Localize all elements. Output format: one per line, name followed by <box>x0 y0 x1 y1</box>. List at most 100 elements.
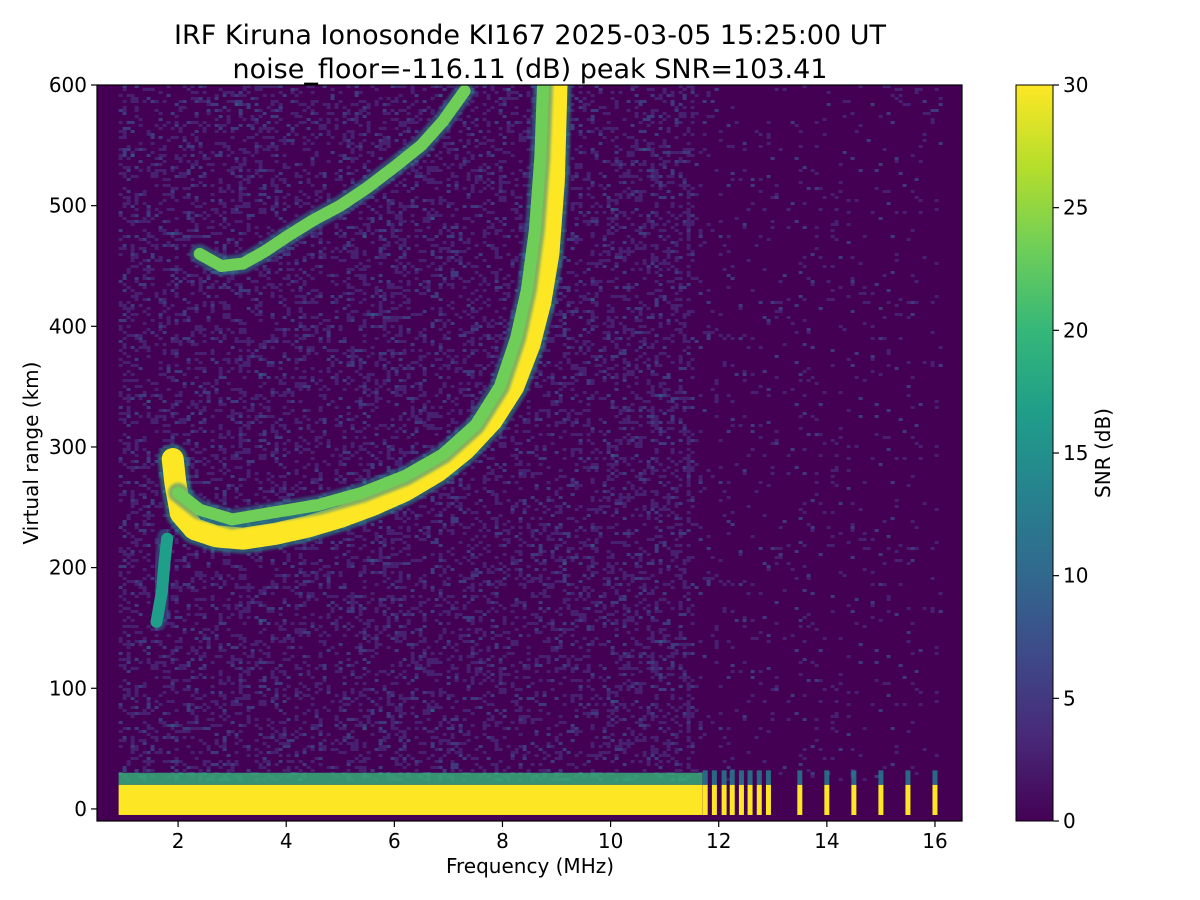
noise-cell <box>147 232 151 235</box>
noise-cell <box>231 100 235 103</box>
noise-cell <box>683 190 687 193</box>
noise-cell <box>203 121 207 124</box>
noise-cell <box>387 208 391 211</box>
noise-cell <box>307 202 311 205</box>
noise-cell <box>299 91 303 94</box>
noise-cell <box>179 145 183 148</box>
noise-cell <box>371 211 375 214</box>
noise-cell <box>263 121 267 124</box>
noise-cell <box>631 238 635 241</box>
noise-cell <box>207 208 211 211</box>
noise-cell <box>371 97 375 100</box>
noise-cell <box>587 91 591 94</box>
noise-cell <box>279 133 283 136</box>
noise-cell <box>823 133 827 136</box>
noise-cell <box>619 163 623 166</box>
noise-cell <box>247 229 251 232</box>
noise-cell <box>507 184 511 187</box>
noise-cell <box>839 181 843 184</box>
noise-cell <box>655 175 659 178</box>
noise-cell <box>571 118 575 121</box>
noise-cell <box>263 211 267 214</box>
noise-cell <box>755 166 759 169</box>
noise-cell <box>383 211 387 214</box>
noise-cell <box>331 97 335 100</box>
noise-cell <box>247 172 251 175</box>
noise-cell <box>503 193 507 196</box>
noise-cell <box>439 235 443 238</box>
noise-cell <box>195 94 199 97</box>
noise-cell <box>511 124 515 127</box>
noise-cell <box>207 109 211 112</box>
noise-cell <box>647 220 651 223</box>
noise-cell <box>671 172 675 175</box>
noise-cell <box>651 148 655 151</box>
noise-cell <box>699 235 703 238</box>
noise-cell <box>303 151 307 154</box>
noise-cell <box>355 103 359 106</box>
noise-cell <box>259 103 263 106</box>
noise-cell <box>259 166 263 169</box>
noise-cell <box>475 175 479 178</box>
noise-cell <box>239 106 243 109</box>
noise-cell <box>247 220 251 223</box>
noise-cell <box>687 190 691 193</box>
noise-cell <box>651 121 655 124</box>
noise-cell <box>643 112 647 115</box>
noise-cell <box>583 178 587 181</box>
noise-cell <box>607 217 611 220</box>
noise-cell <box>175 169 179 172</box>
noise-cell <box>411 205 415 208</box>
noise-cell <box>263 115 267 118</box>
noise-cell <box>599 121 603 124</box>
noise-cell <box>323 103 327 106</box>
noise-cell <box>123 154 127 157</box>
noise-cell <box>467 157 471 160</box>
noise-cell <box>615 130 619 133</box>
noise-cell <box>719 154 723 157</box>
noise-cell <box>251 223 255 226</box>
noise-cell <box>631 127 635 130</box>
noise-cell <box>403 202 407 205</box>
noise-cell <box>379 115 383 118</box>
noise-cell <box>587 133 591 136</box>
noise-cell <box>143 244 147 247</box>
noise-cell <box>331 223 335 226</box>
noise-cell <box>659 166 663 169</box>
noise-cell <box>299 130 303 133</box>
noise-cell <box>379 223 383 226</box>
noise-cell <box>259 142 263 145</box>
noise-cell <box>387 103 391 106</box>
noise-cell <box>487 199 491 202</box>
noise-cell <box>143 229 147 232</box>
noise-cell <box>451 238 455 241</box>
noise-cell <box>587 142 591 145</box>
noise-cell <box>123 166 127 169</box>
noise-cell <box>203 208 207 211</box>
noise-cell <box>667 157 671 160</box>
noise-cell <box>147 172 151 175</box>
noise-cell <box>303 193 307 196</box>
noise-cell <box>135 193 139 196</box>
noise-cell <box>655 127 659 130</box>
noise-cell <box>187 193 191 196</box>
noise-cell <box>387 211 391 214</box>
noise-cell <box>291 121 295 124</box>
noise-cell <box>459 127 463 130</box>
noise-cell <box>751 142 755 145</box>
noise-cell <box>355 250 359 253</box>
noise-cell <box>359 118 363 121</box>
noise-cell <box>207 97 211 100</box>
noise-cell <box>395 136 399 139</box>
noise-cell <box>323 127 327 130</box>
noise-cell <box>715 109 719 112</box>
noise-cell <box>307 196 311 199</box>
noise-cell <box>275 199 279 202</box>
noise-cell <box>603 196 607 199</box>
noise-cell <box>219 175 223 178</box>
noise-cell <box>495 244 499 247</box>
noise-cell <box>575 166 579 169</box>
noise-cell <box>151 211 155 214</box>
noise-cell <box>659 97 663 100</box>
noise-cell <box>515 199 519 202</box>
